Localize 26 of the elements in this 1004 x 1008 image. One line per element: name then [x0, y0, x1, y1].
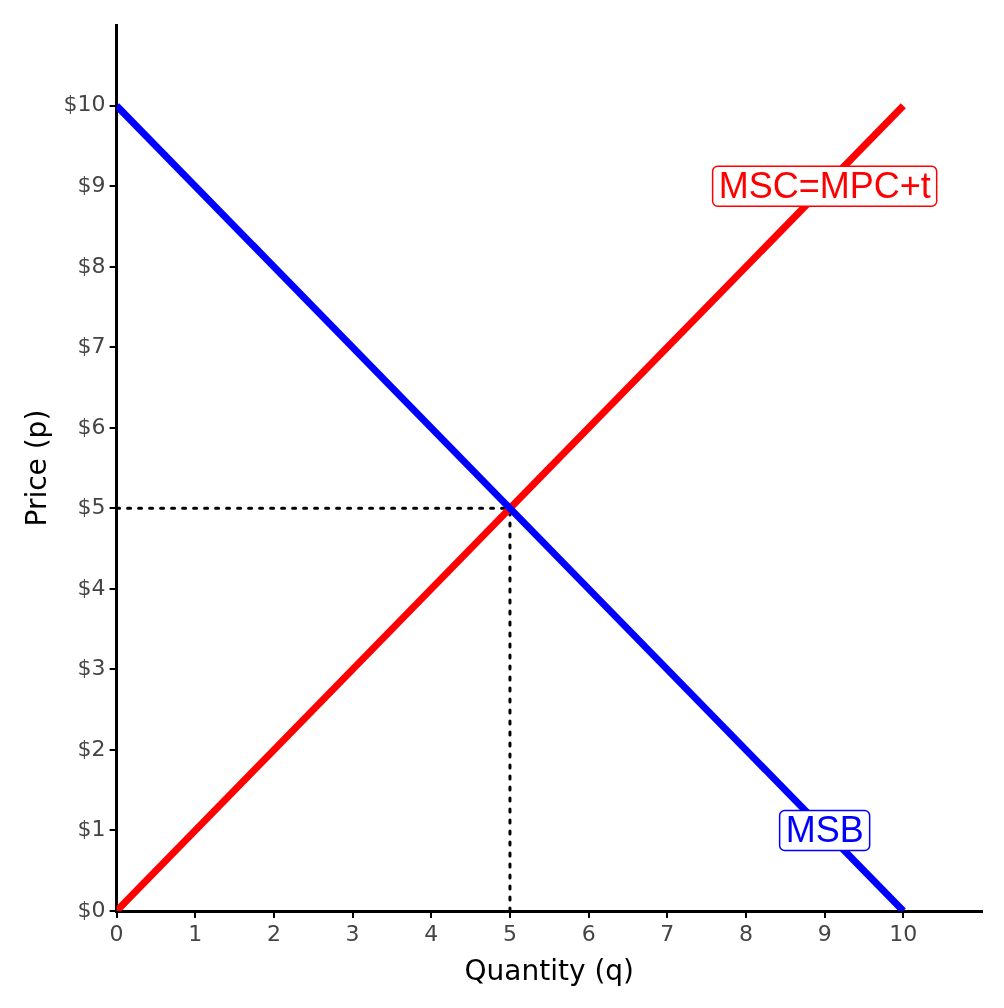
x-tick-label: 7 [660, 920, 675, 946]
x-axis-title: Quantity (q) [464, 954, 635, 988]
y-tick-label: $10 [63, 91, 106, 117]
x-tick-label: 10 [889, 920, 918, 946]
y-tick-label: $7 [77, 333, 106, 359]
x-tick-label: 2 [266, 920, 281, 946]
y-tick-label: $1 [77, 816, 106, 842]
y-tick-label: $0 [77, 896, 106, 922]
x-tick-label: 8 [738, 920, 753, 946]
y-tick-label: $6 [77, 413, 106, 439]
x-tick-label: 1 [188, 920, 203, 946]
series-label: MSC=MPC+t [718, 165, 931, 207]
x-tick-label: 6 [581, 920, 596, 946]
y-tick-label: $4 [77, 574, 106, 600]
x-tick-label: 3 [345, 920, 360, 946]
y-tick-label: $2 [77, 735, 106, 761]
x-tick-label: 4 [424, 920, 439, 946]
x-tick-label: 5 [502, 920, 517, 946]
y-tick-label: $5 [77, 494, 106, 520]
y-tick-label: $8 [77, 252, 106, 278]
x-tick-label: 9 [817, 920, 832, 946]
y-axis-title: Price (p) [20, 409, 54, 527]
y-tick-label: $9 [77, 171, 106, 197]
x-tick-label: 0 [109, 920, 124, 946]
y-tick-label: $3 [77, 655, 106, 681]
series-label: MSB [785, 809, 864, 851]
